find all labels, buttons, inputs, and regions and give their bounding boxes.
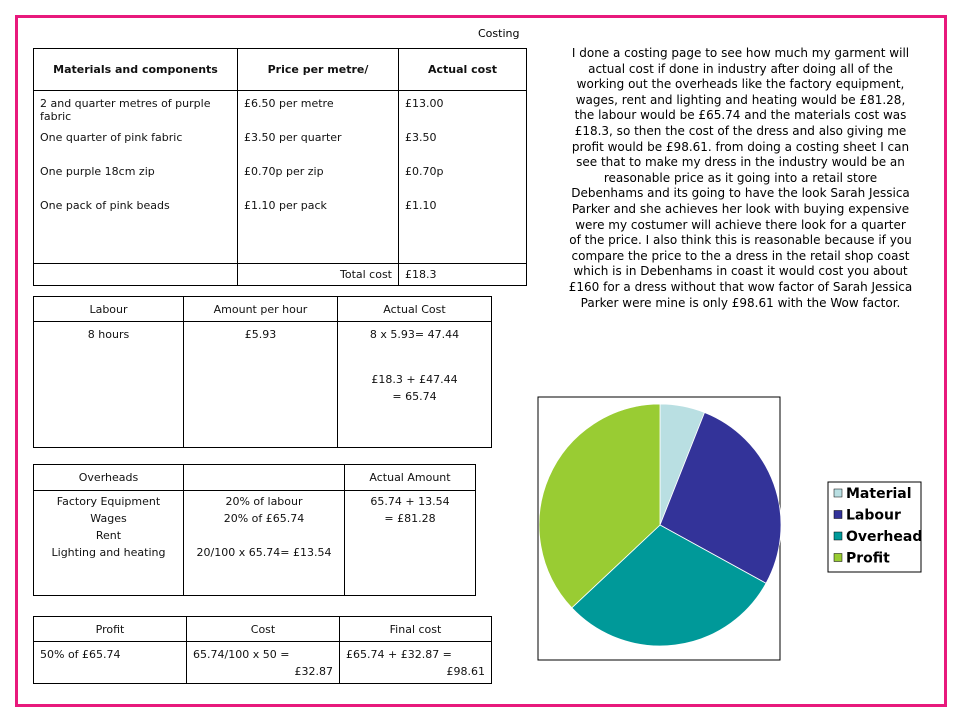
cell-text: £18.3 + £47.44: [371, 373, 458, 386]
cell-text: 2 and quarter metres of purple fabric: [40, 97, 211, 123]
total-label: Total cost: [237, 263, 399, 286]
cell-text: 8 hours: [87, 328, 130, 341]
cell-text: Rent: [95, 529, 122, 542]
header-cell: Final cost: [339, 616, 492, 642]
cell-text: £3.50 per quarter: [244, 131, 342, 144]
overheads-table: Overheads Actual Amount Factory Equipment W…: [33, 464, 476, 596]
header-cell: Materials and components: [33, 48, 238, 91]
total-row: Total cost £18.3: [33, 263, 527, 286]
cell: Factory Equipment Wages Rent Lighting and h…: [33, 490, 184, 596]
materials-table: Materials and components Price per metre/…: [33, 48, 527, 286]
header-row: Materials and components Price per metre/…: [33, 48, 527, 91]
cell: 8 x 5.93= 47.44 £18.3 + £47.44 = 65.74: [337, 321, 492, 448]
header-cell: Price per metre/: [237, 48, 399, 91]
cell-text: 20% of labour: [225, 495, 303, 508]
header-cell: [183, 464, 345, 491]
legend-swatch: [833, 553, 843, 562]
legend: [827, 481, 922, 573]
cell-text: One quarter of pink fabric: [40, 131, 183, 144]
cell-text: £98.61: [446, 665, 486, 678]
body-row: Factory Equipment Wages Rent Lighting and h…: [33, 490, 476, 596]
cell: 65.74 + 13.54 = £81.28: [344, 490, 476, 596]
cell-text: 8 x 5.93= 47.44: [369, 328, 460, 341]
cell-text: One purple 18cm zip: [40, 165, 155, 178]
header-row: Profit Cost Final cost: [33, 616, 492, 642]
header-cell: Amount per hour: [183, 296, 338, 322]
legend-label: Material: [846, 486, 912, 502]
legend-swatch: [833, 488, 843, 498]
body-row: 50% of £65.74 65.74/100 x 50 = £32.87 £65.7…: [33, 641, 492, 684]
cell-text: 65.74/100 x 50 =: [193, 648, 290, 661]
pie-slice: [538, 403, 661, 609]
pie-slice: [659, 411, 782, 584]
body-row: 8 hours £5.93 8 x 5.93= 47.44 £18.3 + £47.4…: [33, 321, 492, 448]
total-value: £18.3: [398, 263, 527, 286]
cell: £65.74 + £32.87 = £98.61: [339, 641, 492, 684]
cell: £5.93: [183, 321, 338, 448]
cell: 50% of £65.74: [33, 641, 187, 684]
cell-text: £5.93: [244, 328, 277, 341]
legend-swatch: [833, 510, 843, 519]
cell: 65.74/100 x 50 = £32.87: [186, 641, 340, 684]
legend-label: Profit: [846, 551, 890, 567]
title: Costing: [478, 27, 520, 40]
legend-label: Overhead: [846, 529, 922, 545]
cell-text: £65.74 + £32.87 =: [346, 648, 452, 661]
cell: £13.00 £3.50 £0.70p £1.10: [398, 90, 527, 264]
cell-text: £0.70p: [405, 165, 444, 178]
cell-text: £3.50: [405, 131, 437, 144]
cell-text: 65.74 + 13.54: [370, 495, 450, 508]
cell-text: Factory Equipment: [56, 495, 161, 508]
cell-text: £13.00: [405, 97, 444, 110]
header-cell: Overheads: [33, 464, 184, 491]
legend-swatch: [833, 531, 843, 541]
paragraph: I done a costing page to see how much my…: [568, 46, 913, 310]
frame: [15, 15, 947, 707]
cell-text: Lighting and heating: [51, 546, 166, 559]
cell-text: 20/100 x 65.74= £13.54: [196, 546, 332, 559]
cell: 20% of labour 20% of £65.74 20/100 x 65.74…: [183, 490, 345, 596]
cell: £6.50 per metre £3.50 per quarter £0.70p p…: [237, 90, 399, 264]
cell-text: = £81.28: [384, 512, 436, 525]
pie-slice: [571, 524, 767, 647]
cell: 8 hours: [33, 321, 184, 448]
cell: 2 and quarter metres of purple fabric One…: [33, 90, 238, 264]
header-cell: Cost: [186, 616, 340, 642]
legend-label: Labour: [846, 508, 901, 524]
body-row: 2 and quarter metres of purple fabric One…: [33, 90, 527, 264]
header-row: Overheads Actual Amount: [33, 464, 476, 491]
header-cell: Actual cost: [398, 48, 527, 91]
cell-text: 50% of £65.74: [40, 648, 121, 661]
cell: [33, 263, 238, 286]
header-cell: Actual Cost: [337, 296, 492, 322]
cell-text: 20% of £65.74: [223, 512, 305, 525]
cell-text: One pack of pink beads: [40, 199, 170, 212]
cell-text: £1.10 per pack: [244, 199, 327, 212]
cell-text: £0.70p per zip: [244, 165, 324, 178]
profit-table: Profit Cost Final cost 50% of £65.74 65.74/1…: [33, 616, 492, 684]
header-cell: Actual Amount: [344, 464, 476, 491]
cell-text: Wages: [90, 512, 127, 525]
header-cell: Profit: [33, 616, 187, 642]
header-row: Labour Amount per hour Actual Cost: [33, 296, 492, 322]
header-cell: Labour: [33, 296, 184, 322]
cell-text: £1.10: [405, 199, 437, 212]
cell-text: £6.50 per metre: [244, 97, 334, 110]
cell-text: = 65.74: [392, 390, 437, 403]
labour-table: Labour Amount per hour Actual Cost 8 hours £…: [33, 296, 492, 448]
cell-text: £32.87: [294, 665, 334, 678]
